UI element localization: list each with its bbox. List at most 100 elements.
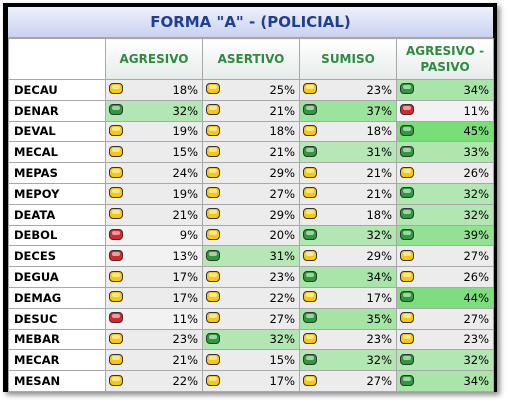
value-cell: 21%	[202, 141, 300, 164]
row-label: MEPAS	[8, 162, 106, 184]
status-indicator-icon	[206, 332, 220, 344]
status-indicator-icon	[303, 249, 317, 261]
value-cell: 15%	[105, 141, 203, 164]
value-cell: 32%	[396, 349, 494, 372]
status-indicator-icon	[303, 353, 317, 365]
value-cell: 35%	[299, 307, 397, 330]
value-cell: 27%	[202, 307, 300, 330]
value-text: 29%	[269, 166, 295, 181]
value-cell: 27%	[202, 182, 300, 205]
value-cell: 9%	[105, 224, 203, 247]
row-label: DECAU	[8, 79, 106, 101]
status-indicator-icon	[206, 249, 220, 261]
value-cell: 34%	[396, 370, 494, 392]
value-cell: 20%	[202, 224, 300, 247]
value-text: 17%	[172, 290, 198, 305]
value-text: 29%	[366, 249, 392, 264]
value-text: 26%	[463, 166, 489, 181]
table-row: MECAL 15% 21% 31% 33%	[8, 141, 494, 164]
value-cell: 17%	[202, 370, 300, 392]
value-cell: 21%	[299, 162, 397, 184]
value-cell: 21%	[202, 99, 300, 122]
value-cell: 29%	[202, 203, 300, 226]
value-text: 18%	[366, 124, 392, 139]
row-label: MECAR	[8, 349, 106, 372]
status-indicator-icon	[303, 312, 317, 324]
value-text: 21%	[172, 353, 198, 368]
status-indicator-icon	[400, 249, 414, 261]
status-indicator-icon	[109, 228, 123, 240]
header-row: AGRESIVO ASERTIVO SUMISO AGRESIVO - PASI…	[8, 38, 494, 80]
value-text: 35%	[366, 311, 392, 326]
value-cell: 18%	[299, 203, 397, 226]
value-cell: 23%	[396, 328, 494, 351]
value-text: 37%	[366, 103, 392, 118]
value-text: 32%	[172, 103, 198, 118]
value-cell: 29%	[299, 245, 397, 268]
column-header-asertivo: ASERTIVO	[202, 38, 300, 80]
value-text: 9%	[179, 228, 198, 243]
value-cell: 18%	[105, 79, 203, 101]
value-cell: 27%	[396, 307, 494, 330]
table-row: MEPOY 19% 27% 21% 32%	[8, 182, 494, 205]
value-text: 23%	[269, 270, 295, 285]
row-label: DECES	[8, 245, 106, 268]
status-indicator-icon	[206, 312, 220, 324]
value-text: 21%	[269, 145, 295, 160]
value-cell: 27%	[396, 245, 494, 268]
value-cell: 21%	[105, 203, 203, 226]
row-label: DESUC	[8, 307, 106, 330]
status-indicator-icon	[400, 166, 414, 178]
value-cell: 23%	[299, 328, 397, 351]
status-indicator-icon	[303, 145, 317, 157]
header-corner	[8, 38, 106, 80]
value-cell: 37%	[299, 99, 397, 122]
value-cell: 22%	[202, 286, 300, 309]
value-cell: 29%	[202, 162, 300, 184]
status-indicator-icon	[400, 228, 414, 240]
value-text: 27%	[463, 311, 489, 326]
table-row: DEBOL 9% 20% 32% 39%	[8, 224, 494, 247]
value-text: 22%	[172, 374, 198, 389]
status-indicator-icon	[303, 104, 317, 116]
value-text: 34%	[463, 82, 489, 97]
value-text: 13%	[172, 249, 198, 264]
status-indicator-icon	[206, 353, 220, 365]
value-text: 19%	[172, 124, 198, 139]
value-text: 21%	[366, 166, 392, 181]
status-indicator-icon	[109, 374, 123, 386]
value-text: 39%	[463, 228, 489, 243]
row-label: DENAR	[8, 99, 106, 122]
status-indicator-icon	[400, 270, 414, 282]
value-text: 23%	[463, 332, 489, 347]
status-indicator-icon	[400, 312, 414, 324]
table-row: DECAU 18% 25% 23% 34%	[8, 79, 494, 101]
value-text: 21%	[172, 207, 198, 222]
status-indicator-icon	[303, 270, 317, 282]
value-text: 32%	[463, 207, 489, 222]
status-indicator-icon	[400, 124, 414, 136]
value-text: 21%	[366, 186, 392, 201]
value-cell: 18%	[299, 120, 397, 143]
value-text: 32%	[269, 332, 295, 347]
value-cell: 19%	[105, 120, 203, 143]
status-indicator-icon	[109, 166, 123, 178]
value-cell: 32%	[105, 99, 203, 122]
status-indicator-icon	[206, 104, 220, 116]
status-indicator-icon	[303, 124, 317, 136]
value-cell: 27%	[299, 370, 397, 392]
value-cell: 32%	[396, 182, 494, 205]
status-indicator-icon	[206, 145, 220, 157]
value-cell: 11%	[396, 99, 494, 122]
status-indicator-icon	[400, 374, 414, 386]
table-row: MESAN 22% 17% 27% 34%	[8, 370, 494, 392]
value-cell: 34%	[396, 79, 494, 101]
value-cell: 32%	[202, 328, 300, 351]
value-text: 32%	[463, 186, 489, 201]
value-text: 31%	[366, 145, 392, 160]
status-indicator-icon	[206, 208, 220, 220]
value-text: 17%	[366, 290, 392, 305]
value-cell: 25%	[202, 79, 300, 101]
value-cell: 31%	[202, 245, 300, 268]
value-text: 27%	[269, 311, 295, 326]
